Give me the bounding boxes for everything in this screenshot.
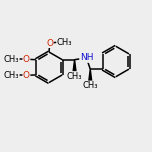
Polygon shape: [89, 69, 92, 81]
Text: O: O: [23, 55, 30, 64]
Text: CH₃: CH₃: [83, 81, 98, 90]
Text: CH₃: CH₃: [4, 55, 19, 64]
Text: O: O: [46, 39, 53, 48]
Text: CH₃: CH₃: [4, 71, 19, 80]
Polygon shape: [73, 60, 76, 72]
Text: CH₃: CH₃: [57, 38, 72, 47]
Text: CH₃: CH₃: [67, 72, 82, 81]
Text: O: O: [23, 71, 30, 80]
Text: NH: NH: [80, 54, 93, 62]
